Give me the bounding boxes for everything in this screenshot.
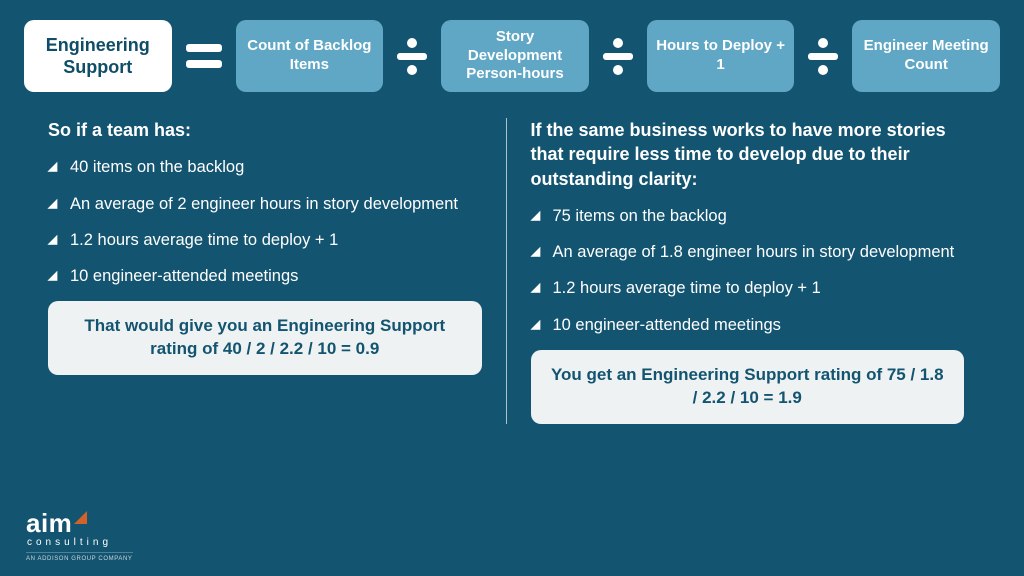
left-heading: So if a team has: — [48, 118, 482, 142]
list-item: 1.2 hours average time to deploy + 1 — [531, 277, 965, 299]
formula-row: Engineering Support Count of Backlog Ite… — [0, 0, 1024, 102]
list-item: 10 engineer-attended meetings — [48, 265, 482, 287]
divide-icon — [397, 38, 427, 75]
list-item: 75 items on the backlog — [531, 205, 965, 227]
formula-term-1: Count of Backlog Items — [236, 20, 384, 92]
logo-triangle-icon — [74, 511, 87, 524]
list-item: An average of 2 engineer hours in story … — [48, 193, 482, 215]
comparison-columns: So if a team has: 40 items on the backlo… — [0, 102, 1024, 424]
right-result: You get an Engineering Support rating of… — [531, 350, 965, 424]
list-item: 10 engineer-attended meetings — [531, 314, 965, 336]
formula-term-2: Story Development Person-hours — [441, 20, 589, 92]
list-item: 40 items on the backlog — [48, 156, 482, 178]
left-column: So if a team has: 40 items on the backlo… — [36, 118, 507, 424]
logo-subtext: consulting — [27, 537, 133, 548]
right-column: If the same business works to have more … — [507, 118, 989, 424]
left-list: 40 items on the backlog An average of 2 … — [48, 156, 482, 287]
left-result: That would give you an Engineering Suppo… — [48, 301, 482, 375]
formula-term-3: Hours to Deploy + 1 — [647, 20, 795, 92]
logo-tagline: AN ADDISON GROUP COMPANY — [26, 552, 133, 562]
formula-main-box: Engineering Support — [24, 20, 172, 92]
right-heading: If the same business works to have more … — [531, 118, 965, 191]
formula-term-4: Engineer Meeting Count — [852, 20, 1000, 92]
logo: aim consulting AN ADDISON GROUP COMPANY — [26, 508, 133, 562]
equals-icon — [186, 44, 222, 68]
divide-icon — [808, 38, 838, 75]
list-item: An average of 1.8 engineer hours in stor… — [531, 241, 965, 263]
divide-icon — [603, 38, 633, 75]
logo-text: aim — [26, 508, 72, 539]
right-list: 75 items on the backlog An average of 1.… — [531, 205, 965, 336]
list-item: 1.2 hours average time to deploy + 1 — [48, 229, 482, 251]
